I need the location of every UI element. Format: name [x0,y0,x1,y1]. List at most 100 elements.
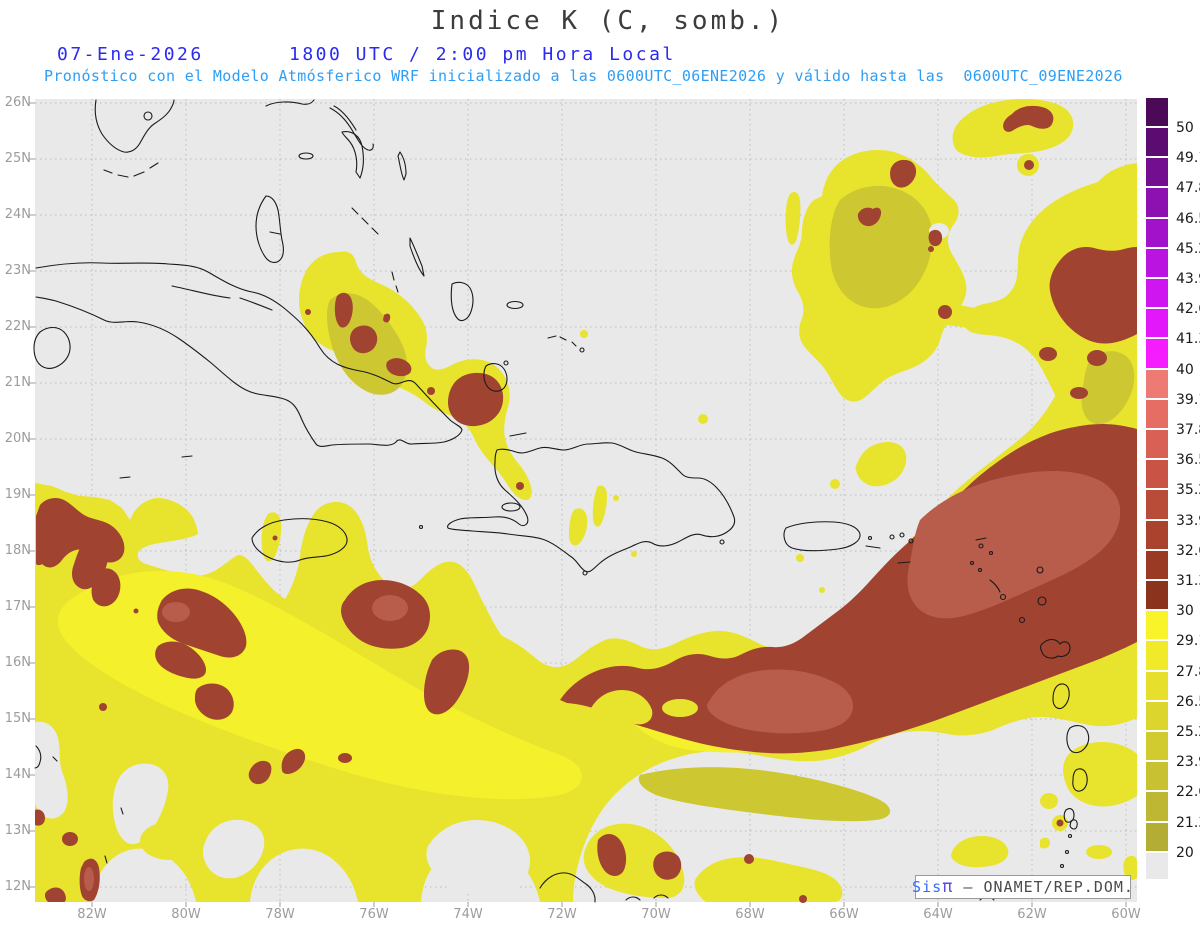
colorbar-segment-12 [1146,460,1168,489]
colorbar-segment-6 [1146,279,1168,308]
colorbar-tick-label-23.9: 23.9 [1176,754,1200,771]
colorbar-segment-16 [1146,581,1168,610]
lat-label-19N: 19N [4,487,31,502]
colorbar-segment-23 [1146,792,1168,821]
colorbar-segment-15 [1146,550,1168,579]
colorbar-tick-label-45.2: 45.2 [1176,240,1200,257]
coast-isla-juventud [33,326,71,369]
coast-cuba [35,262,463,447]
colorbar-segment-8 [1146,339,1168,368]
colorbar-tick-label-41.3: 41.3 [1176,331,1200,348]
lat-label-20N: 20N [4,431,31,446]
colorbar-segment-10 [1146,399,1168,428]
colorbar-tick-label-32.6: 32.6 [1176,542,1200,559]
colorbar-tick-label-21.3: 21.3 [1176,814,1200,831]
colorbar-tick-label-40: 40 [1176,361,1194,378]
lon-label-70W: 70W [641,907,671,922]
coast-florida [94,99,175,153]
model-subtitle: Pronóstico con el Modelo Atmósferico WRF… [44,67,1123,85]
lat-label-23N: 23N [4,263,31,278]
colorbar-segment-14 [1146,520,1168,549]
contour-yellow-hispaniola-sliver-2 [569,508,588,546]
lat-label-18N: 18N [4,543,31,558]
colorbar-segment-3 [1146,188,1168,217]
contour-red-west-cluster [36,497,470,785]
colorbar-segment-1 [1146,128,1168,157]
colorbar-tick-label-36.5: 36.5 [1176,452,1200,469]
contour-yellow-sliver [785,192,801,245]
colorbar-segment-7 [1146,309,1168,338]
contour-red-northeast-cluster [857,105,1137,399]
forecast-time: 1800 UTC / 2:00 pm Hora Local [289,44,676,65]
colorbar-tick-label-39.1: 39.1 [1176,391,1200,408]
watermark-box: Sis π – ONAMET/REP.DOM. [912,875,1134,899]
lon-label-76W: 76W [359,907,389,922]
colorbar-segment-25 [1146,852,1168,879]
coast-virgin-islands [865,532,914,564]
contour-yellow-small-specks [580,330,840,593]
coast-gonave [501,502,521,512]
colorbar-tick-label-33.9: 33.9 [1176,512,1200,529]
lon-label-80W: 80W [171,907,201,922]
colorbar-tick-label-49.1: 49.1 [1176,150,1200,167]
colorbar-segment-0 [1146,98,1168,126]
coast-cuba-cays [171,285,273,311]
coast-lake-okeechobee [143,111,153,121]
page-title: Indice K (C, somb.) [430,6,786,36]
watermark-agency: – ONAMET/REP.DOM. [953,878,1134,896]
colorbar-segment-11 [1146,430,1168,459]
colorbar-tick-label-26.5: 26.5 [1176,693,1200,710]
lat-label-14N: 14N [4,767,31,782]
colorbar-segment-21 [1146,732,1168,761]
contour-gray-holes [35,223,949,897]
lat-label-12N: 12N [4,879,31,894]
watermark-pi-icon: π [942,877,954,897]
colorbar-segment-2 [1146,158,1168,187]
colorbar-segment-5 [1146,248,1168,277]
lat-label-13N: 13N [4,823,31,838]
colorbar-segment-20 [1146,701,1168,730]
colorbar-segment-22 [1146,762,1168,791]
lat-label-24N: 24N [4,207,31,222]
contour-yellow-mid-right-blob [855,442,907,487]
colorbar-segment-4 [1146,218,1168,247]
colorbar-tick-label-20: 20 [1176,844,1194,861]
lon-label-66W: 66W [829,907,859,922]
coast-tortuga [509,432,527,437]
colorbar-segment-13 [1146,490,1168,519]
coast-small-islands [34,524,725,864]
lon-label-62W: 62W [1017,907,1047,922]
coast-bahamas [255,99,585,392]
colorbar-tick-label-46.5: 46.5 [1176,210,1200,227]
coast-lesser-antilles [969,537,1090,869]
colorbar-tick-label-35.2: 35.2 [1176,482,1200,499]
colorbar-tick-label-25.2: 25.2 [1176,724,1200,740]
coast-cayman-islands [119,455,193,479]
colorbar-segment-24 [1146,822,1168,851]
lon-label-68W: 68W [735,907,765,922]
contour-red-cuba-cluster [305,292,524,490]
colorbar-segment-9 [1146,369,1168,398]
colorbar-tick-label-50: 50 [1176,120,1194,136]
lon-label-74W: 74W [453,907,483,922]
contour-yellow-bottom-shapes [583,742,1137,902]
watermark-sis: Sis [912,878,943,896]
coast-jamaica [251,518,348,563]
k-index-contours [35,99,1137,903]
colorbar-tick-label-27.8: 27.8 [1176,663,1200,680]
contour-red-bottom-left [35,809,1064,903]
coast-puerto-rico [783,521,861,552]
colorbar-tick-label-31.3: 31.3 [1176,573,1200,589]
lon-label-82W: 82W [77,907,107,922]
colorbar-tick-label-30: 30 [1176,603,1194,620]
colorbar-segment-19 [1146,671,1168,700]
forecast-date: 07-Ene-2026 [57,44,204,65]
lat-label-26N: 26N [4,95,31,110]
lat-label-17N: 17N [4,599,31,614]
colorbar-tick-label-37.8: 37.8 [1176,422,1200,438]
colorbar-segment-17 [1146,611,1168,640]
lat-label-15N: 15N [4,711,31,726]
lat-label-21N: 21N [4,375,31,390]
